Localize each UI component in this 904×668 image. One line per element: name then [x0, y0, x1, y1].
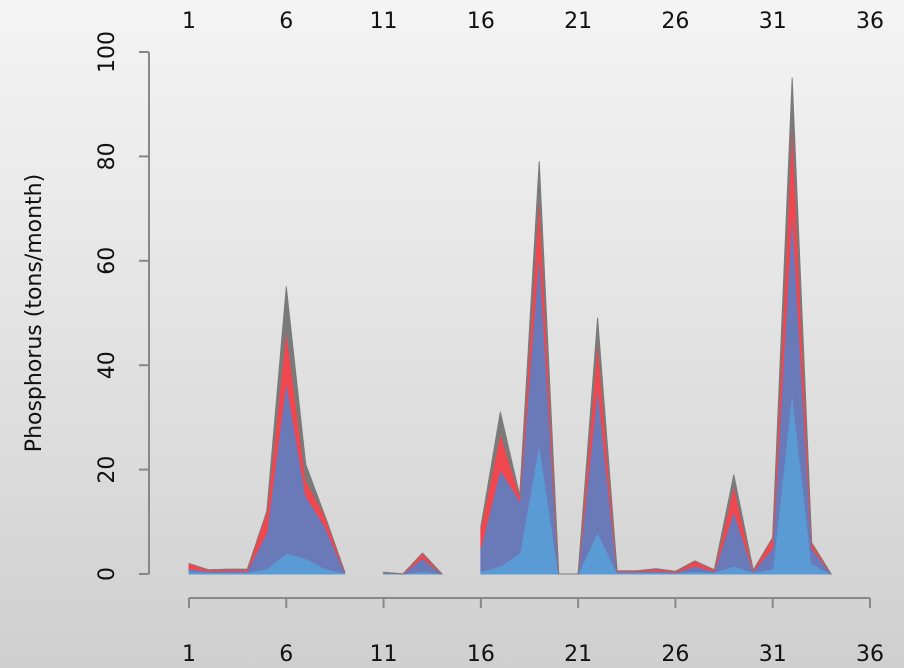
- y-axis-label: Phosphorus (tons/month): [22, 174, 47, 452]
- x-tick-label-top: 1: [182, 9, 196, 34]
- x-tick-label: 31: [759, 642, 787, 667]
- x-tick-label-top: 11: [370, 9, 398, 34]
- x-tick-label: 26: [661, 642, 689, 667]
- area: [188, 77, 832, 575]
- x-tick-label: 11: [370, 642, 398, 667]
- x-tick-label: 16: [467, 642, 495, 667]
- x-tick-label: 1: [182, 642, 196, 667]
- y-tick-label: 20: [95, 456, 120, 484]
- x-tick-label-top: 31: [759, 9, 787, 34]
- y-tick-label: 80: [95, 142, 120, 170]
- y-tick-label: 60: [95, 247, 120, 275]
- x-tick-label: 36: [856, 642, 884, 667]
- y-tick-label: 0: [95, 567, 120, 581]
- x-tick-label: 21: [564, 642, 592, 667]
- y-tick-label: 100: [95, 31, 120, 73]
- x-tick-label-top: 26: [661, 9, 689, 34]
- y-tick-label: 40: [95, 351, 120, 379]
- x-tick-label-top: 6: [279, 9, 293, 34]
- x-tick-label: 6: [279, 642, 293, 667]
- x-tick-label-top: 36: [856, 9, 884, 34]
- x-tick-label-top: 21: [564, 9, 592, 34]
- x-tick-label-top: 16: [467, 9, 495, 34]
